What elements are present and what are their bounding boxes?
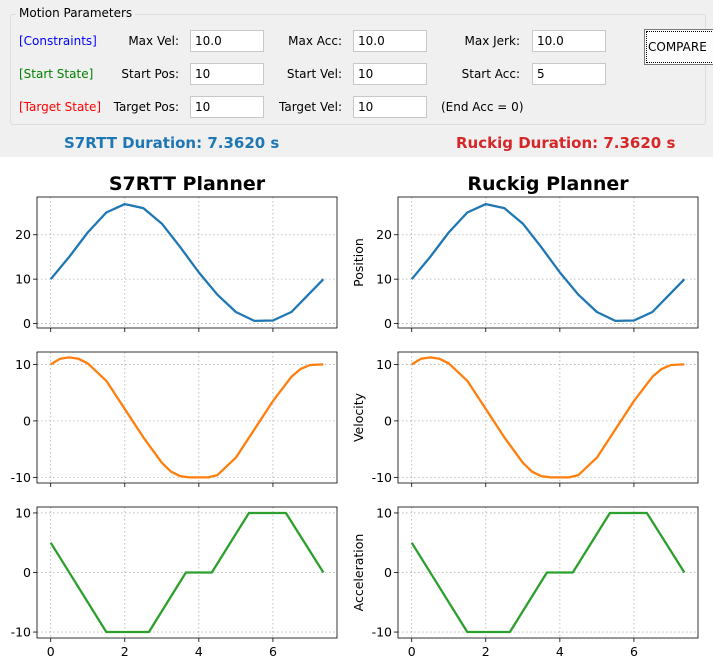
ruckig-planner-acceleration-series-line	[410, 511, 686, 634]
s7rtt-duration: S7RTT Duration: 7.3620 s	[64, 134, 280, 152]
s7rtt-planner-position-ytick-label: 20	[15, 227, 31, 242]
ruckig-planner-velocity-series-line	[411, 356, 685, 479]
ruckig-planner-velocity-ytick-label: -10	[372, 470, 392, 485]
ruckig-planner-velocity-panel: -10 0 10 Velocity	[351, 351, 699, 487]
ruckig-planner-acceleration-ytick-label: -10	[372, 625, 392, 640]
s7rtt-planner-acceleration-xtick-label: 2	[121, 644, 129, 659]
s7rtt-planner-velocity-series-line	[50, 356, 324, 479]
s7rtt-planner-position-ytick-label: 0	[23, 316, 31, 331]
s7rtt-planner-acceleration-frame	[36, 506, 338, 639]
group-title: Motion Parameters	[16, 6, 136, 20]
ruckig-planner-position-ytick-label: 0	[384, 316, 392, 331]
ruckig-planner-velocity-ytick-label: 0	[384, 413, 392, 428]
ruckig-planner-position-ylabel: Position	[351, 238, 366, 287]
s7rtt-planner-acceleration-ytick-label: 10	[15, 505, 31, 520]
ruckig-planner-velocity-ytick-label: 10	[376, 357, 392, 372]
s7rtt-planner-acceleration-ytick-label: 0	[23, 565, 31, 580]
max-acc-label: Max Acc:	[288, 34, 342, 48]
s7rtt-planner-velocity-ytick-label: 0	[23, 413, 31, 428]
s7rtt-planner-acceleration-xtick-label: 4	[195, 644, 203, 659]
ruckig-planner-velocity-frame	[397, 351, 699, 484]
constraints-section-label: [Constraints]	[19, 34, 97, 48]
ruckig-planner-acceleration-xtick-label: 2	[482, 644, 490, 659]
start-vel-label: Start Vel:	[286, 67, 342, 81]
ruckig-planner-acceleration-ytick-label: 10	[376, 505, 392, 520]
start-acc-label: Start Acc:	[461, 67, 520, 81]
s7rtt-planner-acceleration-ytick-label: -10	[11, 625, 31, 640]
ruckig-planner-position-ytick-label: 10	[376, 272, 392, 287]
target-state-section-label: [Target State]	[19, 100, 102, 114]
s7rtt-planner-position-panel: 0 10 20	[15, 196, 338, 332]
target-pos-label: Target Pos:	[113, 100, 179, 114]
s7rtt-planner-velocity-frame	[36, 351, 338, 484]
s7rtt-planner-acceleration-panel: -10 0 10 0 2 4 6	[11, 505, 338, 659]
max-jerk-label: Max Jerk:	[464, 34, 520, 48]
motion-parameters-group	[10, 14, 706, 125]
target-pos-input[interactable]	[190, 96, 264, 118]
max-jerk-input[interactable]	[532, 30, 606, 52]
start-state-section-label: [Start State]	[19, 67, 94, 81]
max-acc-input[interactable]	[353, 30, 427, 52]
s7rtt-planner-position-series-line	[49, 202, 325, 323]
start-vel-input[interactable]	[353, 63, 427, 85]
max-vel-label: Max Vel:	[128, 34, 179, 48]
ruckig-planner-acceleration-ytick-label: 0	[384, 565, 392, 580]
compare-button[interactable]: COMPARE	[644, 29, 713, 65]
control-panel: Motion Parameters [Constraints] [Start S…	[0, 0, 713, 157]
s7rtt-planner-acceleration-xtick-label: 0	[47, 644, 55, 659]
ruckig-planner-acceleration-xtick-label: 0	[408, 644, 416, 659]
ruckig-planner-acceleration-panel: -10 0 10 0 2 4 6 Acceleration	[351, 505, 699, 659]
ruckig-planner-position-series-line	[410, 202, 686, 323]
ruckig-planner-acceleration-xtick-label: 6	[630, 644, 638, 659]
ruckig-planner-acceleration-xtick-label: 4	[556, 644, 564, 659]
start-pos-input[interactable]	[190, 63, 264, 85]
ruckig-planner-position-frame	[397, 196, 699, 329]
end-acc-note: (End Acc = 0)	[441, 100, 524, 114]
start-pos-label: Start Pos:	[121, 67, 179, 81]
s7rtt-planner-title: S7RTT Planner	[109, 173, 266, 195]
start-acc-input[interactable]	[532, 63, 606, 85]
ruckig-planner-acceleration-ylabel: Acceleration	[351, 534, 366, 612]
s7rtt-planner-acceleration-series-line	[49, 511, 325, 634]
s7rtt-planner-velocity-panel: -10 0 10	[11, 351, 338, 487]
max-vel-input[interactable]	[190, 30, 264, 52]
ruckig-planner-position-ytick-label: 20	[376, 227, 392, 242]
target-vel-input[interactable]	[353, 96, 427, 118]
s7rtt-planner-position-frame	[36, 196, 338, 329]
ruckig-planner-title: Ruckig Planner	[467, 173, 629, 195]
s7rtt-planner-position-ytick-label: 10	[15, 272, 31, 287]
target-vel-label: Target Vel:	[279, 100, 342, 114]
ruckig-planner-position-panel: 0 10 20 Position	[351, 196, 699, 332]
ruckig-planner-acceleration-frame	[397, 506, 699, 639]
ruckig-planner-velocity-ylabel: Velocity	[351, 392, 366, 442]
ruckig-duration: Ruckig Duration: 7.3620 s	[456, 134, 676, 152]
s7rtt-planner-acceleration-xtick-label: 6	[269, 644, 277, 659]
s7rtt-planner-velocity-ytick-label: 10	[15, 357, 31, 372]
s7rtt-planner-velocity-ytick-label: -10	[11, 470, 31, 485]
